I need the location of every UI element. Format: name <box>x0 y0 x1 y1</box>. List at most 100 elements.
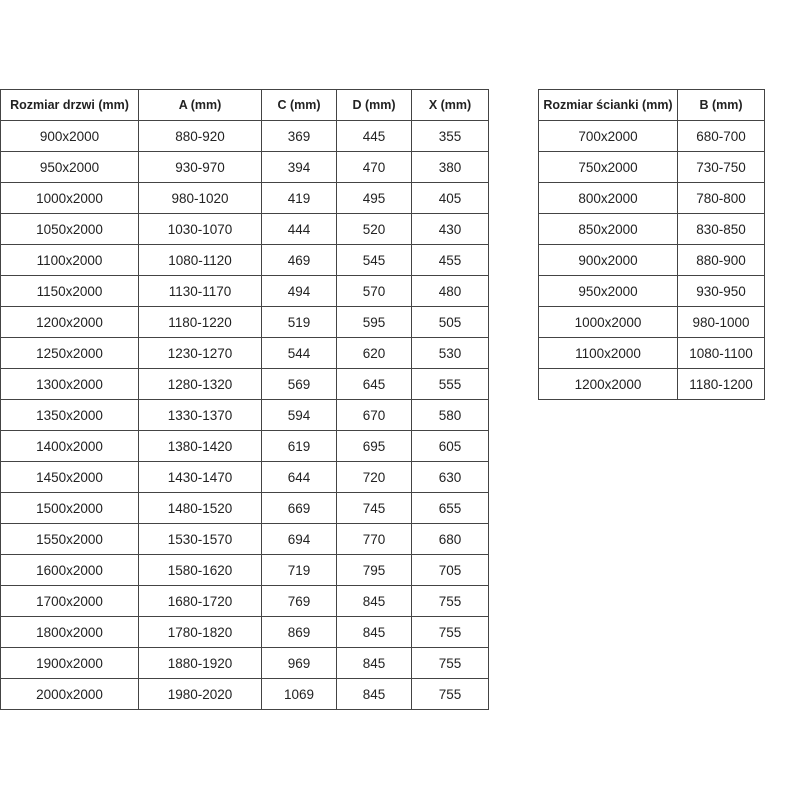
table-cell: 569 <box>261 368 337 400</box>
table-cell: 519 <box>261 306 337 338</box>
table-cell: 580 <box>411 399 489 431</box>
table-cell: 594 <box>261 399 337 431</box>
table-cell: 1130-1170 <box>138 275 262 307</box>
table-cell: 520 <box>336 213 412 245</box>
table-cell: 669 <box>261 492 337 524</box>
table-row: 950x2000 930-950 <box>538 275 765 307</box>
table-cell: 1700x2000 <box>0 585 139 617</box>
table-cell: 780-800 <box>677 182 765 214</box>
table-cell: 1480-1520 <box>138 492 262 524</box>
table-cell: 845 <box>336 616 412 648</box>
column-header: C (mm) <box>261 89 337 121</box>
table-cell: 950x2000 <box>0 151 139 183</box>
column-header: Rozmiar ścianki (mm) <box>538 89 678 121</box>
table-cell: 1550x2000 <box>0 523 139 555</box>
table-cell: 505 <box>411 306 489 338</box>
table-cell: 1050x2000 <box>0 213 139 245</box>
table-cell: 755 <box>411 585 489 617</box>
table-row: 1800x2000 1780-1820 869 845 755 <box>0 616 489 648</box>
table-cell: 830-850 <box>677 213 765 245</box>
table-cell: 1330-1370 <box>138 399 262 431</box>
table-cell: 469 <box>261 244 337 276</box>
column-header: B (mm) <box>677 89 765 121</box>
table-cell: 900x2000 <box>0 120 139 152</box>
table-cell: 530 <box>411 337 489 369</box>
table-cell: 770 <box>336 523 412 555</box>
table-cell: 1680-1720 <box>138 585 262 617</box>
table-cell: 845 <box>336 585 412 617</box>
table-cell: 980-1000 <box>677 306 765 338</box>
table-row: 1700x2000 1680-1720 769 845 755 <box>0 585 489 617</box>
table-cell: 950x2000 <box>538 275 678 307</box>
table-cell: 705 <box>411 554 489 586</box>
table-row: 850x2000 830-850 <box>538 213 765 245</box>
table-cell: 930-970 <box>138 151 262 183</box>
table-row: 900x2000 880-900 <box>538 244 765 276</box>
table-row: 1350x2000 1330-1370 594 670 580 <box>0 399 489 431</box>
table-cell: 1880-1920 <box>138 647 262 679</box>
table-row: 900x2000 880-920 369 445 355 <box>0 120 489 152</box>
table-cell: 845 <box>336 647 412 679</box>
table-cell: 1100x2000 <box>538 337 678 369</box>
table-cell: 755 <box>411 616 489 648</box>
table-cell: 595 <box>336 306 412 338</box>
table-cell: 394 <box>261 151 337 183</box>
table-cell: 630 <box>411 461 489 493</box>
column-header: A (mm) <box>138 89 262 121</box>
table-cell: 869 <box>261 616 337 648</box>
table-cell: 1100x2000 <box>0 244 139 276</box>
table-cell: 570 <box>336 275 412 307</box>
header-row: Rozmiar drzwi (mm) A (mm) C (mm) D (mm) X (m… <box>0 89 489 121</box>
table-cell: 644 <box>261 461 337 493</box>
header-row: Rozmiar ścianki (mm) B (mm) <box>538 89 765 121</box>
table-cell: 619 <box>261 430 337 462</box>
table-cell: 1980-2020 <box>138 678 262 710</box>
table-cell: 455 <box>411 244 489 276</box>
table-cell: 1000x2000 <box>0 182 139 214</box>
table-cell: 1430-1470 <box>138 461 262 493</box>
table-row: 750x2000 730-750 <box>538 151 765 183</box>
table-row: 2000x2000 1980-2020 1069 845 755 <box>0 678 489 710</box>
door-size-table: Rozmiar drzwi (mm) A (mm) C (mm) D (mm) X (m… <box>0 89 489 710</box>
table-cell: 880-920 <box>138 120 262 152</box>
table-row: 1100x2000 1080-1100 <box>538 337 765 369</box>
table-cell: 700x2000 <box>538 120 678 152</box>
wall-size-table: Rozmiar ścianki (mm) B (mm) 700x2000 680-7… <box>538 89 765 400</box>
table-cell: 1080-1100 <box>677 337 765 369</box>
table-cell: 544 <box>261 337 337 369</box>
table-cell: 880-900 <box>677 244 765 276</box>
table-cell: 1000x2000 <box>538 306 678 338</box>
table-cell: 730-750 <box>677 151 765 183</box>
table-cell: 795 <box>336 554 412 586</box>
table-cell: 930-950 <box>677 275 765 307</box>
table-cell: 980-1020 <box>138 182 262 214</box>
column-header: X (mm) <box>411 89 489 121</box>
table-cell: 850x2000 <box>538 213 678 245</box>
table-cell: 1150x2000 <box>0 275 139 307</box>
table-cell: 355 <box>411 120 489 152</box>
table-cell: 680-700 <box>677 120 765 152</box>
table-cell: 605 <box>411 430 489 462</box>
table-cell: 1530-1570 <box>138 523 262 555</box>
table-cell: 680 <box>411 523 489 555</box>
table-cell: 444 <box>261 213 337 245</box>
table-row: 1000x2000 980-1000 <box>538 306 765 338</box>
table-row: 1500x2000 1480-1520 669 745 655 <box>0 492 489 524</box>
table-cell: 1180-1200 <box>677 368 765 400</box>
table-row: 800x2000 780-800 <box>538 182 765 214</box>
column-header: Rozmiar drzwi (mm) <box>0 89 139 121</box>
table-cell: 1580-1620 <box>138 554 262 586</box>
table-cell: 1230-1270 <box>138 337 262 369</box>
table-cell: 1450x2000 <box>0 461 139 493</box>
table-cell: 1380-1420 <box>138 430 262 462</box>
table-cell: 1030-1070 <box>138 213 262 245</box>
table-row: 1200x2000 1180-1220 519 595 505 <box>0 306 489 338</box>
table-cell: 845 <box>336 678 412 710</box>
table-row: 700x2000 680-700 <box>538 120 765 152</box>
table-cell: 620 <box>336 337 412 369</box>
table-row: 1200x2000 1180-1200 <box>538 368 765 400</box>
table-cell: 445 <box>336 120 412 152</box>
table-cell: 1180-1220 <box>138 306 262 338</box>
table-cell: 969 <box>261 647 337 679</box>
table-cell: 1080-1120 <box>138 244 262 276</box>
